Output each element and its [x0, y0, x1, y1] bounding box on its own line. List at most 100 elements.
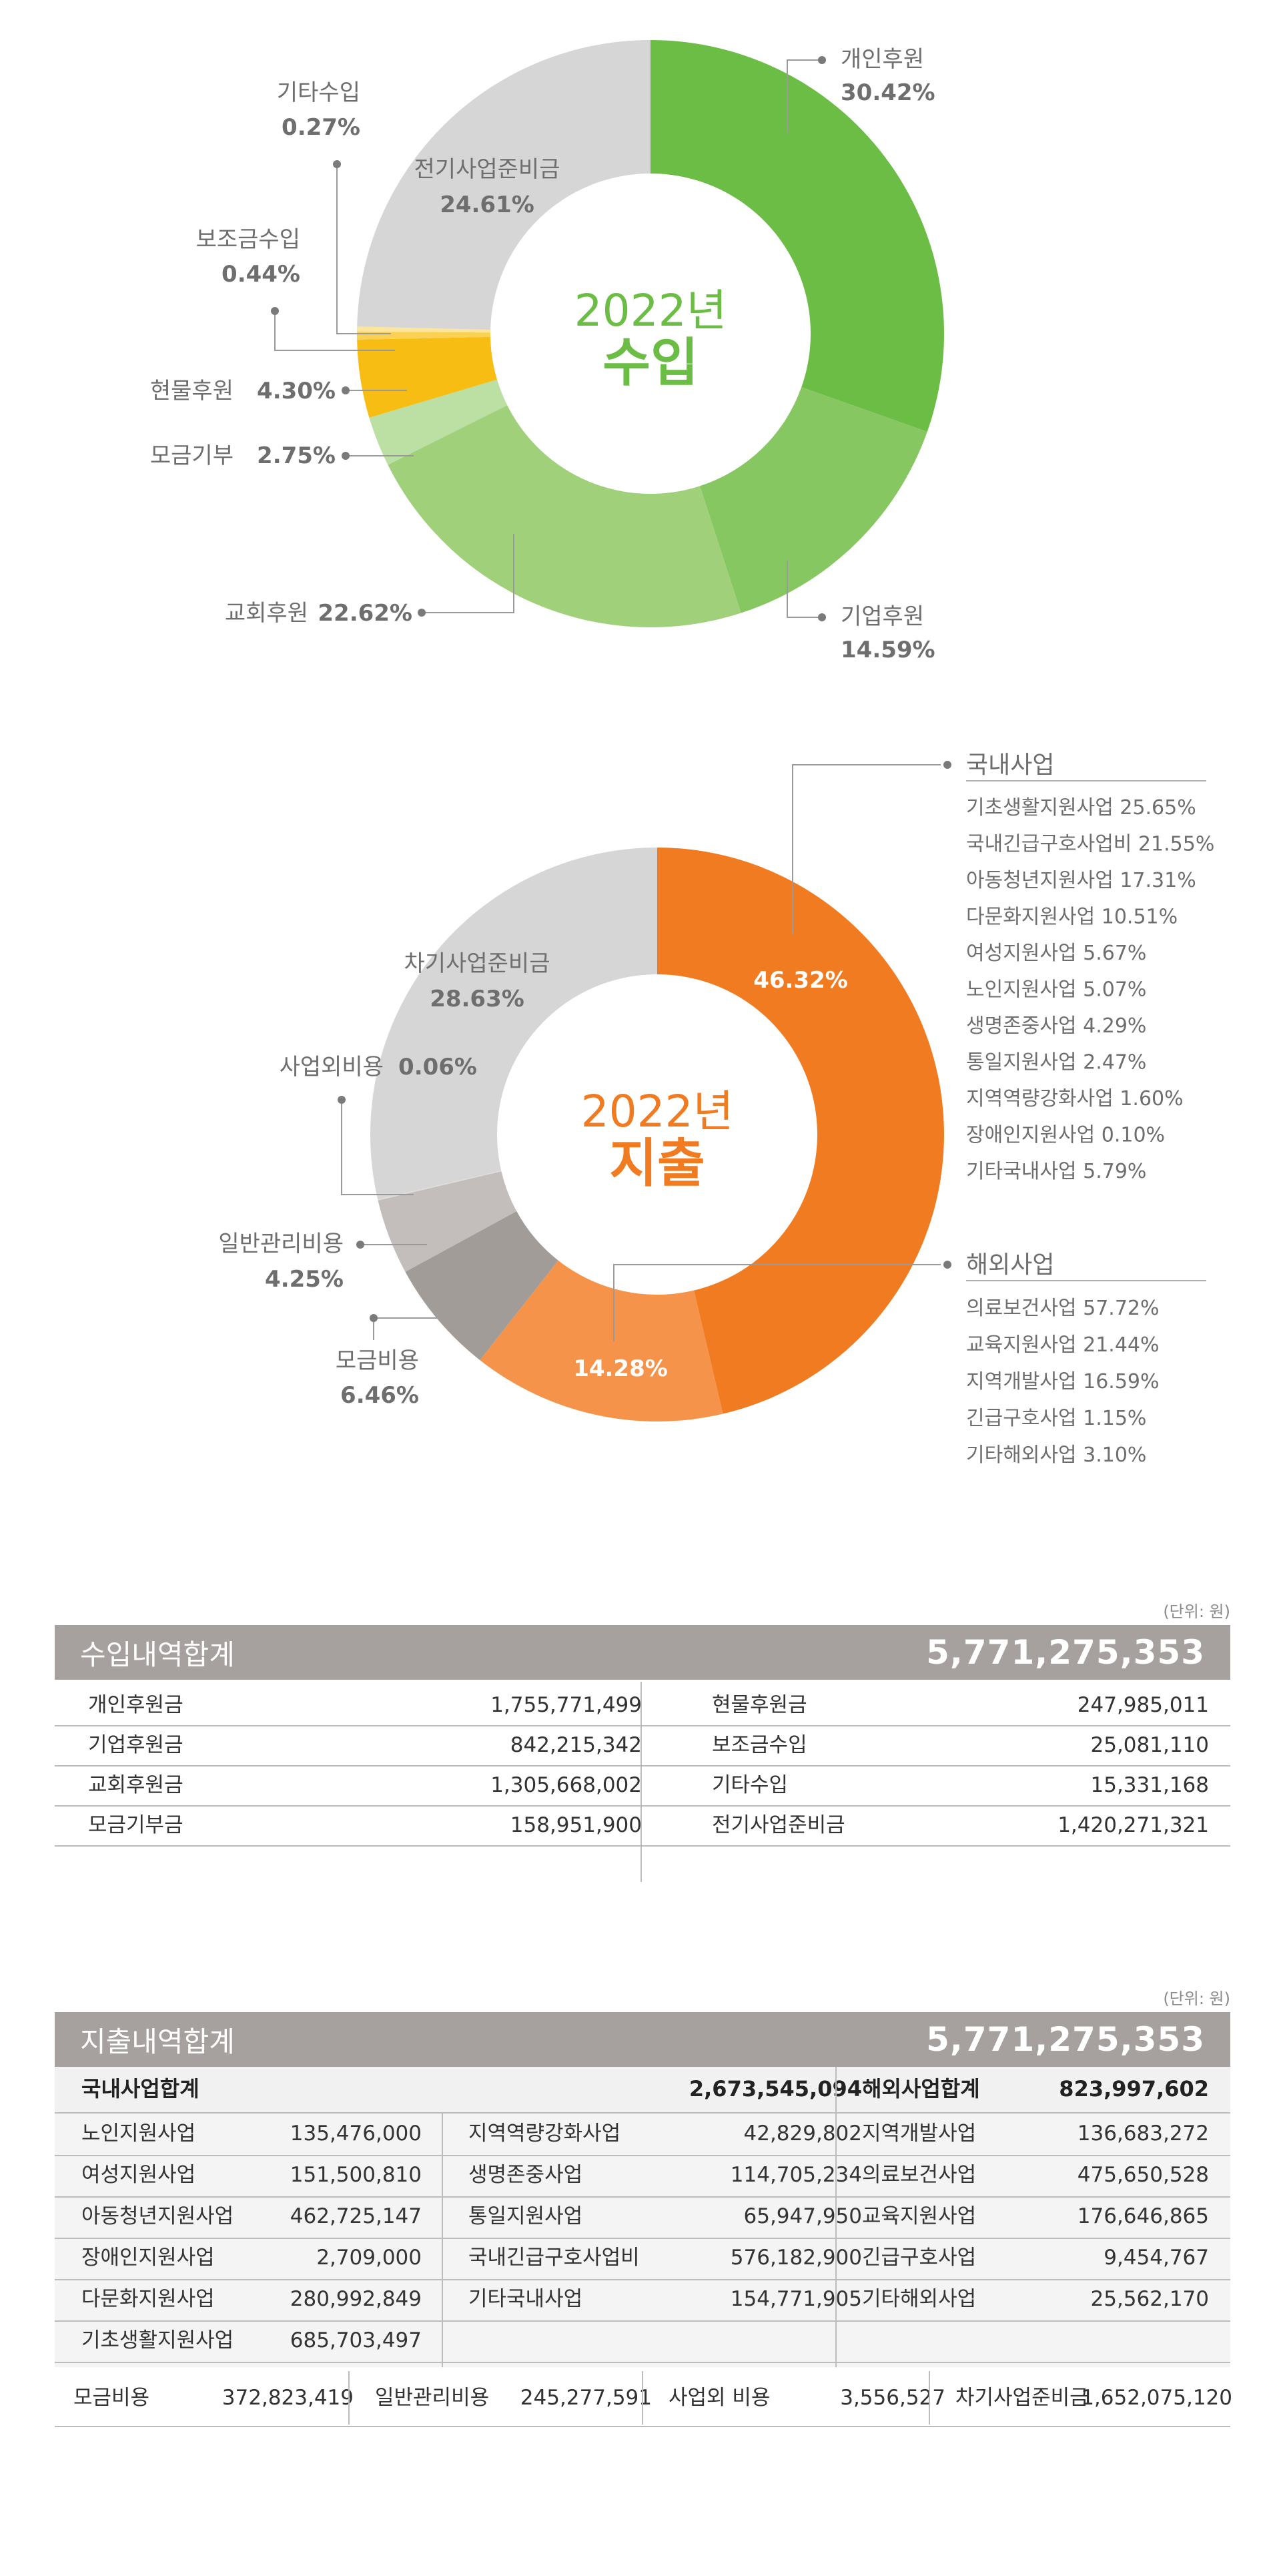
expense-bottom-label: 차기사업준비금: [955, 2386, 1089, 2410]
leader-dot: [333, 160, 341, 168]
breakdown-item: 장애인지원사업 0.10%: [966, 1124, 1165, 1147]
leader-dot: [370, 1314, 378, 1322]
label-value: 30.42%: [841, 79, 935, 106]
row-divider: [55, 1845, 1230, 1847]
label-value: 14.28%: [573, 1355, 668, 1382]
expense-item-value: 176,646,865: [1077, 2204, 1209, 2228]
expense-item-label: 지역개발사업: [862, 2122, 977, 2146]
label-name: 일반관리비용: [218, 1231, 344, 1257]
slice-교회후원: [388, 405, 741, 627]
label-value: 4.25%: [265, 1266, 344, 1293]
expense-item-value: 9,454,767: [1104, 2246, 1209, 2270]
label-name: 모금기부: [150, 442, 234, 469]
label-name: 차기사업준비금: [404, 950, 550, 977]
expense-item-value: 25,562,170: [1090, 2287, 1210, 2311]
income-total: 5,771,275,353: [926, 1633, 1205, 1672]
leader-dot: [271, 307, 279, 315]
income-item-label: 전기사업준비금: [712, 1813, 845, 1837]
leader-line: [422, 534, 514, 613]
label-value: 22.62%: [318, 600, 412, 627]
slice-전기사업준비금: [357, 40, 651, 330]
income-item-value: 842,215,342: [510, 1733, 642, 1757]
expense-item-value: 685,703,497: [290, 2328, 422, 2352]
slice-차기사업준비금: [370, 848, 657, 1200]
breakdown-item: 긴급구호사업 1.15%: [966, 1407, 1146, 1430]
income-item-value: 25,081,110: [1090, 1733, 1210, 1757]
expense-bottom-value: 245,277,591: [520, 2386, 652, 2410]
breakdown-item: 여성지원사업 5.67%: [966, 942, 1146, 965]
subtotal-row: [55, 2067, 1230, 2112]
slice-국내사업: [657, 848, 945, 1414]
slice-기타수입: [357, 326, 491, 333]
leader-dot: [342, 452, 350, 460]
label-value: 28.63%: [430, 986, 524, 1012]
slice-일반관리비용: [378, 1171, 517, 1272]
expense-total-bar: 지출내역합계 5,771,275,353: [55, 2012, 1230, 2067]
expense-item-label: 통일지원사업: [468, 2204, 583, 2228]
slice-기업후원: [700, 387, 927, 613]
expense-item-label: 노인지원사업: [81, 2122, 196, 2146]
row-divider: [55, 2320, 1230, 2322]
row-divider: [55, 2155, 1230, 2156]
overseas-total: 823,997,602: [1059, 2076, 1209, 2102]
expense-bottom-value: 372,823,419: [222, 2386, 354, 2410]
expense-item-value: 151,500,810: [290, 2163, 422, 2187]
expense-item-value: 42,829,802: [743, 2122, 863, 2146]
expense-table: (단위: 원) 지출내역합계 5,771,275,353 국내사업합계 2,673…: [55, 1985, 1232, 2439]
leader-dot: [338, 1096, 346, 1104]
column-divider: [642, 2371, 643, 2425]
income-unit: (단위: 원): [1163, 1602, 1230, 1621]
leader-line: [787, 561, 822, 618]
breakdown-item: 아동청년지원사업 17.31%: [966, 869, 1196, 892]
expense-total: 5,771,275,353: [926, 2020, 1205, 2059]
expense-title: 지출내역합계: [80, 2025, 235, 2058]
expense-item-label: 여성지원사업: [81, 2163, 196, 2187]
breakdown-item: 지역개발사업 16.59%: [966, 1370, 1160, 1393]
label-name: 개인후원: [841, 46, 924, 73]
income-item-value: 1,755,771,499: [490, 1693, 642, 1717]
domestic-title: 국내사업합계: [81, 2076, 199, 2102]
expense-item-label: 기타해외사업: [862, 2287, 977, 2311]
slice-사업외비용: [378, 1171, 502, 1201]
label-value: 14.59%: [841, 637, 935, 663]
label-name: 현물후원: [150, 378, 234, 404]
column-divider: [348, 2371, 350, 2425]
income-item-label: 교회후원금: [88, 1773, 183, 1797]
income-item-label: 개인후원금: [88, 1693, 183, 1717]
expense-item-label: 의료보건사업: [862, 2163, 977, 2187]
income-item-label: 현물후원금: [712, 1693, 807, 1717]
breakdown-item: 의료보건사업 57.72%: [966, 1297, 1160, 1320]
expense-item-label: 기타국내사업: [468, 2287, 583, 2311]
breakdown-item: 기초생활지원사업 25.65%: [966, 796, 1196, 820]
expense-item-value: 135,476,000: [290, 2122, 422, 2146]
center-label: 지출: [609, 1134, 705, 1194]
expense-bottom-label: 모금비용: [73, 2386, 150, 2410]
center-year: 2022년: [574, 285, 727, 336]
row-divider: [55, 2196, 1230, 2198]
income-item-value: 158,951,900: [510, 1813, 642, 1837]
expense-item-value: 475,650,528: [1077, 2163, 1209, 2187]
label-value: 4.30%: [257, 378, 336, 404]
center-label: 수입: [602, 333, 699, 393]
domestic-total: 2,673,545,094: [689, 2076, 862, 2102]
income-item-label: 보조금수입: [712, 1733, 807, 1757]
row-divider: [55, 2362, 1230, 2363]
row-divider: [55, 2426, 1230, 2427]
breakdown-item: 기타국내사업 5.79%: [966, 1160, 1146, 1183]
label-value: 0.27%: [282, 114, 360, 141]
row-divider: [55, 2279, 1230, 2280]
expense-item-value: 65,947,950: [743, 2204, 863, 2228]
leader-dot: [342, 386, 350, 394]
breakdown-item: 통일지원사업 2.47%: [966, 1051, 1146, 1074]
expense-item-value: 136,683,272: [1077, 2122, 1209, 2146]
expense-item-value: 462,725,147: [290, 2204, 422, 2228]
leader-line: [613, 1264, 941, 1341]
income-item-value: 1,305,668,002: [490, 1773, 642, 1797]
income-item-value: 15,331,168: [1090, 1773, 1210, 1797]
breakdown-item: 기타해외사업 3.10%: [966, 1443, 1146, 1467]
income-item-label: 모금기부금: [88, 1813, 183, 1837]
leader-dot: [818, 613, 826, 621]
expense-bottom-label: 사업외 비용: [669, 2386, 771, 2410]
label-value: 24.61%: [440, 192, 534, 218]
